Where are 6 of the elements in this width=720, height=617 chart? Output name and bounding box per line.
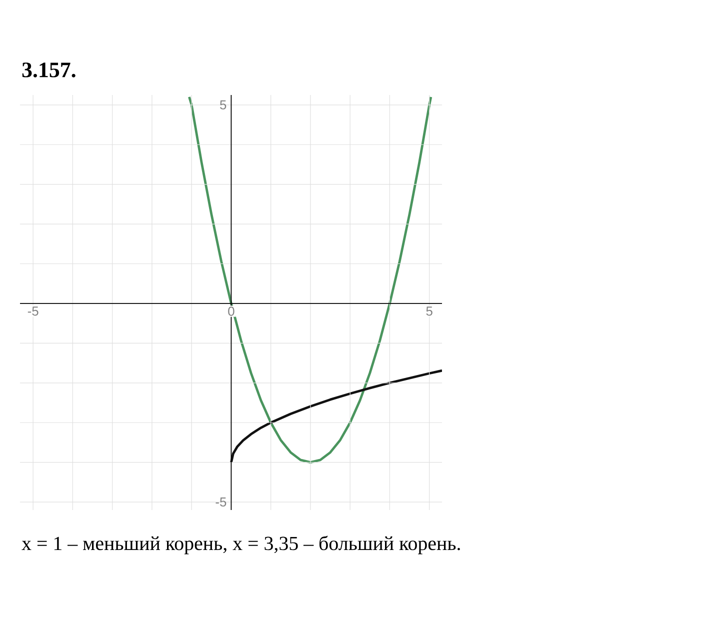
x-tick-label: -5 — [28, 306, 38, 316]
x-tick-label: 5 — [426, 306, 432, 316]
x-tick-label: 0 — [228, 306, 234, 316]
chart-title: 3.157. — [22, 62, 76, 78]
line-series — [188, 96, 432, 464]
text: x = 1 – меньший корень, x = 3,35 – больший корень. — [22, 536, 460, 554]
